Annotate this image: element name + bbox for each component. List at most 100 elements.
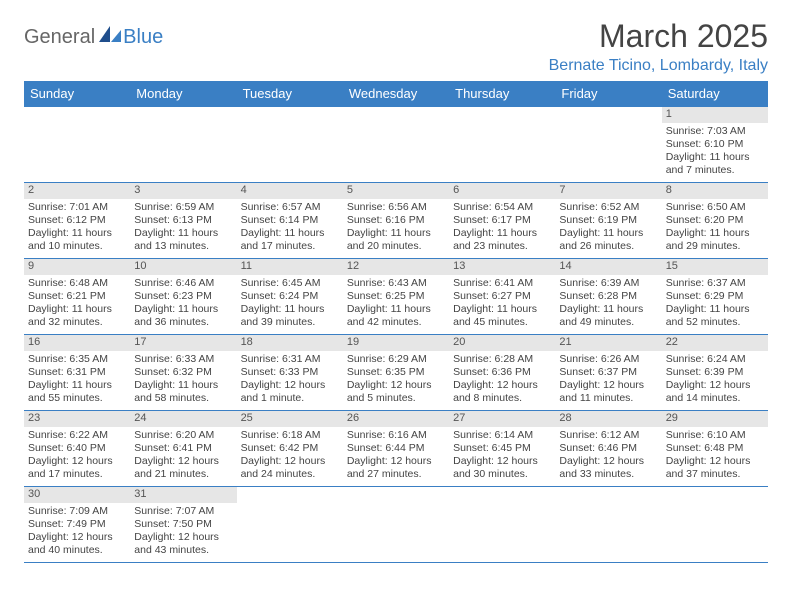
day-number: 1 <box>662 107 768 123</box>
daylight-line: Daylight: 12 hours and 40 minutes. <box>28 531 126 557</box>
calendar-day-cell <box>237 107 343 183</box>
sunset-line: Sunset: 6:45 PM <box>453 442 551 455</box>
day-number: 11 <box>237 259 343 275</box>
sunrise-line: Sunrise: 6:12 AM <box>559 429 657 442</box>
sunrise-line: Sunrise: 6:46 AM <box>134 277 232 290</box>
day-number: 8 <box>662 183 768 199</box>
sunset-line: Sunset: 6:28 PM <box>559 290 657 303</box>
calendar-day-cell: 23Sunrise: 6:22 AMSunset: 6:40 PMDayligh… <box>24 411 130 487</box>
calendar-week-row: 2 Sunrise: 7:01 AMSunset: 6:12 PM Daylight… <box>24 183 768 259</box>
weekday-header: Friday <box>555 81 661 107</box>
sunset-line: Sunset: 6:31 PM <box>28 366 126 379</box>
daylight-line: Daylight: 11 hours and 39 minutes. <box>241 303 339 329</box>
calendar-day-cell <box>237 487 343 563</box>
brand-logo: General Blue <box>24 18 163 49</box>
daylight-line: Daylight: 12 hours and 43 minutes. <box>134 531 232 557</box>
daylight-line: Daylight: 11 hours and 58 minutes. <box>134 379 232 405</box>
calendar-day-cell: 1Sunrise: 7:03 AMSunset: 6:10 PMDaylight… <box>662 107 768 183</box>
day-number: 4 <box>237 183 343 199</box>
sunrise-line: Sunrise: 6:39 AM <box>559 277 657 290</box>
calendar-day-cell: 14Sunrise: 6:39 AMSunset: 6:28 PMDayligh… <box>555 259 661 335</box>
day-number: 7 <box>555 183 661 199</box>
sunset-line: Sunset: 6:40 PM <box>28 442 126 455</box>
sunset-line: Sunset: 7:49 PM <box>28 518 126 531</box>
calendar-day-cell: 11Sunrise: 6:45 AMSunset: 6:24 PMDayligh… <box>237 259 343 335</box>
calendar-day-cell: 8Sunrise: 6:50 AMSunset: 6:20 PMDaylight… <box>662 183 768 259</box>
day-number: 23 <box>24 411 130 427</box>
sunrise-line: Sunrise: 6:29 AM <box>347 353 445 366</box>
sunset-line: Sunset: 6:46 PM <box>559 442 657 455</box>
sunset-line: Sunset: 6:23 PM <box>134 290 232 303</box>
sunrise-line: Sunrise: 6:41 AM <box>453 277 551 290</box>
weekday-header: Thursday <box>449 81 555 107</box>
sunrise-line: Sunrise: 6:37 AM <box>666 277 764 290</box>
day-number: 26 <box>343 411 449 427</box>
sunset-line: Sunset: 6:44 PM <box>347 442 445 455</box>
sunset-line: Sunset: 6:12 PM <box>28 214 126 227</box>
sunset-line: Sunset: 6:16 PM <box>347 214 445 227</box>
sunrise-line: Sunrise: 6:33 AM <box>134 353 232 366</box>
calendar-day-cell: 7Sunrise: 6:52 AMSunset: 6:19 PMDaylight… <box>555 183 661 259</box>
day-number: 31 <box>130 487 236 503</box>
calendar-day-cell: 13Sunrise: 6:41 AMSunset: 6:27 PMDayligh… <box>449 259 555 335</box>
sunset-line: Sunset: 7:50 PM <box>134 518 232 531</box>
weekday-header: Sunday <box>24 81 130 107</box>
month-title: March 2025 <box>549 18 768 55</box>
day-number: 29 <box>662 411 768 427</box>
sunrise-line: Sunrise: 6:14 AM <box>453 429 551 442</box>
calendar-day-cell: 21Sunrise: 6:26 AMSunset: 6:37 PMDayligh… <box>555 335 661 411</box>
calendar-day-cell: 3Sunrise: 6:59 AMSunset: 6:13 PMDaylight… <box>130 183 236 259</box>
daylight-line: Daylight: 12 hours and 17 minutes. <box>28 455 126 481</box>
daylight-line: Daylight: 12 hours and 21 minutes. <box>134 455 232 481</box>
brand-part2: Blue <box>123 26 163 49</box>
sunrise-line: Sunrise: 6:52 AM <box>559 201 657 214</box>
sunrise-line: Sunrise: 6:16 AM <box>347 429 445 442</box>
sunrise-line: Sunrise: 7:01 AM <box>28 201 126 214</box>
daylight-line: Daylight: 12 hours and 1 minute. <box>241 379 339 405</box>
weekday-header: Saturday <box>662 81 768 107</box>
daylight-line: Daylight: 11 hours and 7 minutes. <box>666 151 764 177</box>
day-number: 25 <box>237 411 343 427</box>
sunrise-line: Sunrise: 6:10 AM <box>666 429 764 442</box>
calendar-day-cell: 16Sunrise: 6:35 AMSunset: 6:31 PMDayligh… <box>24 335 130 411</box>
day-number: 2 <box>24 183 130 199</box>
calendar-day-cell <box>24 107 130 183</box>
sunrise-line: Sunrise: 6:31 AM <box>241 353 339 366</box>
day-number: 30 <box>24 487 130 503</box>
calendar-day-cell: 31Sunrise: 7:07 AMSunset: 7:50 PMDayligh… <box>130 487 236 563</box>
calendar-day-cell: 27Sunrise: 6:14 AMSunset: 6:45 PMDayligh… <box>449 411 555 487</box>
sunset-line: Sunset: 6:42 PM <box>241 442 339 455</box>
calendar-week-row: 9Sunrise: 6:48 AMSunset: 6:21 PMDaylight… <box>24 259 768 335</box>
sunset-line: Sunset: 6:10 PM <box>666 138 764 151</box>
daylight-line: Daylight: 11 hours and 20 minutes. <box>347 227 445 253</box>
calendar-day-cell <box>449 107 555 183</box>
daylight-line: Daylight: 12 hours and 5 minutes. <box>347 379 445 405</box>
daylight-line: Daylight: 12 hours and 24 minutes. <box>241 455 339 481</box>
calendar-day-cell <box>343 107 449 183</box>
calendar-day-cell <box>449 487 555 563</box>
calendar-day-cell: 19Sunrise: 6:29 AMSunset: 6:35 PMDayligh… <box>343 335 449 411</box>
day-number: 19 <box>343 335 449 351</box>
sunrise-line: Sunrise: 6:54 AM <box>453 201 551 214</box>
daylight-line: Daylight: 11 hours and 55 minutes. <box>28 379 126 405</box>
day-number: 10 <box>130 259 236 275</box>
sunset-line: Sunset: 6:41 PM <box>134 442 232 455</box>
calendar-day-cell: 30Sunrise: 7:09 AMSunset: 7:49 PMDayligh… <box>24 487 130 563</box>
day-number: 17 <box>130 335 236 351</box>
day-number: 24 <box>130 411 236 427</box>
day-number: 14 <box>555 259 661 275</box>
sunset-line: Sunset: 6:13 PM <box>134 214 232 227</box>
day-number: 5 <box>343 183 449 199</box>
day-number: 13 <box>449 259 555 275</box>
calendar-day-cell: 6Sunrise: 6:54 AMSunset: 6:17 PMDaylight… <box>449 183 555 259</box>
daylight-line: Daylight: 11 hours and 36 minutes. <box>134 303 232 329</box>
sunrise-line: Sunrise: 6:43 AM <box>347 277 445 290</box>
daylight-line: Daylight: 11 hours and 26 minutes. <box>559 227 657 253</box>
weekday-header-row: SundayMondayTuesdayWednesdayThursdayFrid… <box>24 81 768 107</box>
weekday-header: Monday <box>130 81 236 107</box>
day-number: 18 <box>237 335 343 351</box>
calendar-day-cell: 22Sunrise: 6:24 AMSunset: 6:39 PMDayligh… <box>662 335 768 411</box>
calendar-day-cell: 29Sunrise: 6:10 AMSunset: 6:48 PMDayligh… <box>662 411 768 487</box>
day-number: 21 <box>555 335 661 351</box>
daylight-line: Daylight: 12 hours and 37 minutes. <box>666 455 764 481</box>
